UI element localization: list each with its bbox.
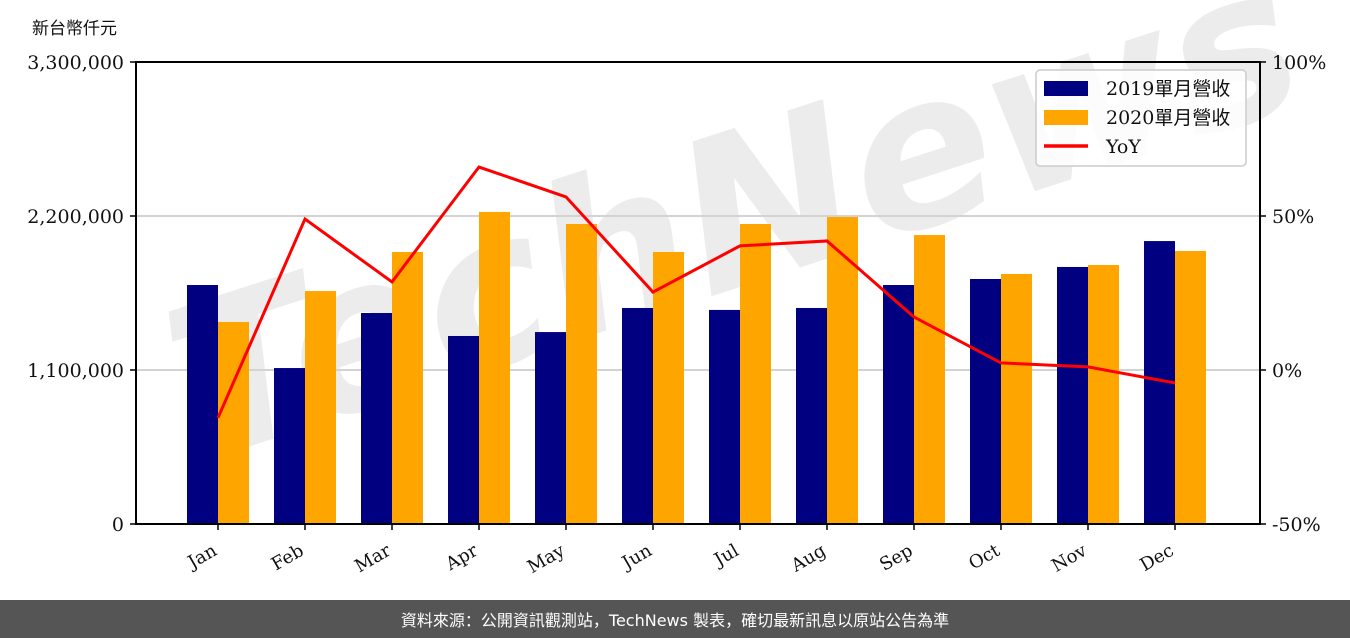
- bar-2020: [827, 216, 858, 525]
- bar-2020: [914, 235, 945, 525]
- bar-2020: [218, 321, 249, 524]
- yoy-line: [216, 165, 1176, 419]
- x-tick-label: Nov: [1048, 540, 1091, 577]
- bar-2020: [740, 223, 771, 525]
- x-tick-label: Apr: [441, 540, 481, 575]
- y-axis-unit-label: 新台幣仟元: [32, 19, 117, 39]
- bar-2020: [653, 251, 684, 525]
- bar-2019: [187, 285, 218, 524]
- bar-2019: [274, 368, 305, 524]
- legend-label: 2019單月營收: [1106, 78, 1230, 100]
- x-tick-label: Feb: [268, 540, 308, 575]
- y-tick-label: 1,100,000: [27, 360, 124, 382]
- legend-label: YoY: [1105, 136, 1141, 158]
- bar-2019: [709, 309, 740, 524]
- y-tick-label: 0: [112, 514, 124, 536]
- bar-2020: [305, 291, 336, 524]
- source-footer: 資料來源：公開資訊觀測站，TechNews 製表，確切最新訊息以原站公告為準: [0, 600, 1350, 638]
- x-tick-label: Oct: [965, 540, 1004, 575]
- bar-2019: [970, 279, 1001, 524]
- bar-2020: [1175, 251, 1206, 524]
- y2-tick-label: 0%: [1272, 360, 1302, 382]
- y2-tick-label: -50%: [1272, 514, 1321, 536]
- bar-2020: [1088, 265, 1119, 524]
- bar-2019: [535, 332, 566, 524]
- bar-2019: [448, 335, 479, 524]
- bar-2020: [392, 251, 423, 525]
- x-tick-label: Dec: [1137, 540, 1178, 576]
- x-tick-label: Jan: [183, 540, 221, 574]
- bar-2019: [1057, 266, 1088, 524]
- y2-tick-label: 50%: [1272, 206, 1314, 228]
- x-tick-label: Mar: [351, 540, 395, 577]
- bar-2019: [883, 285, 914, 524]
- bar-2019: [796, 307, 827, 524]
- x-tick-label: Jul: [709, 540, 743, 572]
- y-tick-label: 3,300,000: [27, 52, 124, 74]
- source-text: 資料來源：公開資訊觀測站，TechNews 製表，確切最新訊息以原站公告為準: [400, 611, 950, 630]
- bar-2020: [479, 211, 510, 524]
- revenue-chart: TechNews 01,100,0002,200,0003,300,000-50…: [27, 0, 1328, 578]
- legend-label: 2020單月營收: [1106, 107, 1230, 129]
- x-tick-label: Jun: [617, 540, 656, 575]
- x-tick-label: May: [524, 540, 569, 578]
- bar-2019: [361, 313, 392, 524]
- y2-tick-label: 100%: [1272, 52, 1326, 74]
- bar-series: [187, 211, 1206, 525]
- x-tick-label: Aug: [787, 540, 830, 577]
- bar-2019: [622, 307, 653, 524]
- legend: 2019單月營收 2020單月營收 YoY: [1035, 69, 1247, 167]
- bar-2020: [566, 223, 597, 525]
- x-tick-label: Sep: [876, 540, 916, 575]
- bar-2020: [1001, 273, 1032, 524]
- yoy-line-series: [216, 165, 1176, 419]
- y-tick-label: 2,200,000: [27, 206, 124, 228]
